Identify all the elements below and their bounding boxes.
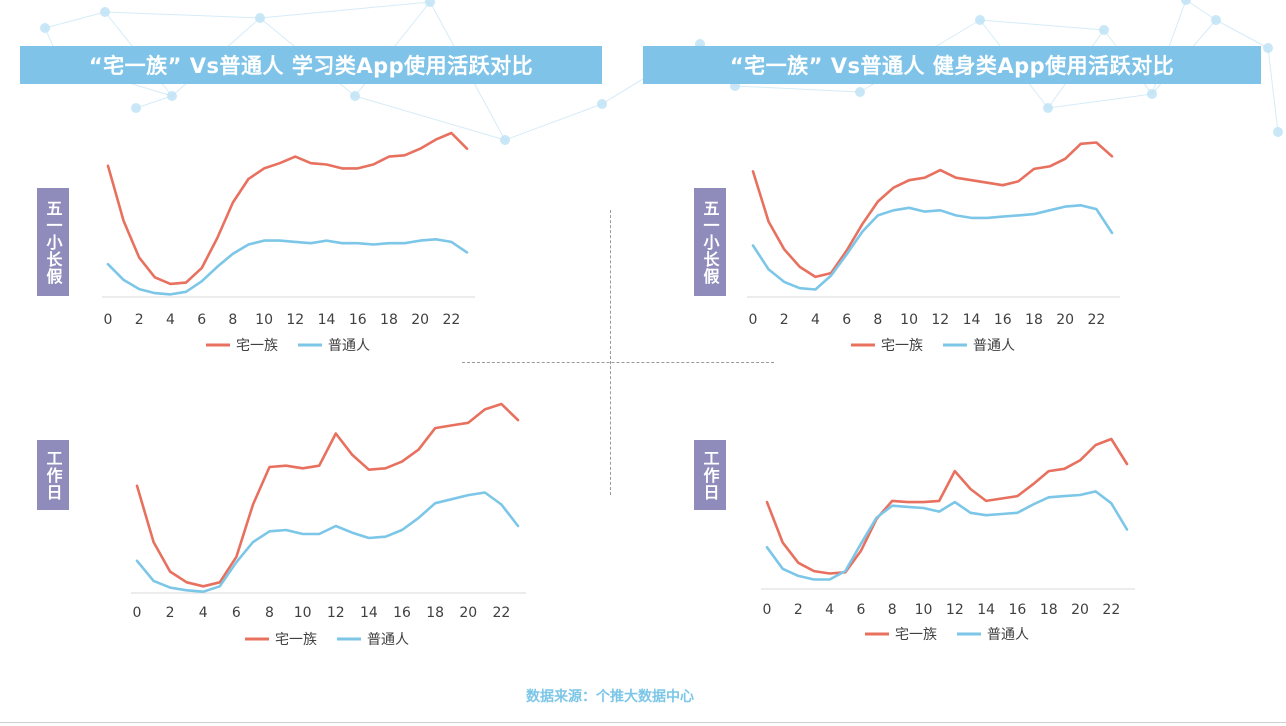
x-tick-label: 6 [856,602,865,618]
x-tick-label: 6 [842,312,851,328]
series-line-zhai [751,141,1114,279]
series-line-normal [765,490,1129,581]
series-line-zhai [135,402,520,588]
x-tick-label: 8 [265,605,274,621]
label-workday-right: 工作日 [694,440,726,510]
bottom-rule [0,722,1286,723]
label-holiday-left: 五一小长假 [37,188,69,296]
x-tick-label: 14 [360,605,378,621]
title-fitness-comparison: “宅一族” Vs普通人 健身类App使用活跃对比 [643,46,1261,84]
title-study-comparison: “宅一族” Vs普通人 学习类App使用活跃对比 [20,46,602,84]
legend-label-zhai: 宅一族 [236,338,278,354]
x-tick-label: 0 [749,312,758,328]
x-tick-label: 12 [327,605,345,621]
x-tick-label: 4 [825,602,834,618]
x-tick-label: 12 [931,312,949,328]
x-tick-label: 18 [1025,312,1043,328]
legend-label-zhai: 宅一族 [275,632,317,648]
legend-label-normal: 普通人 [987,627,1029,643]
x-tick-label: 18 [1040,602,1058,618]
label-holiday-right: 五一小长假 [694,188,726,296]
x-tick-label: 6 [197,312,206,328]
x-tick-label: 22 [1087,312,1105,328]
x-tick-label: 2 [794,602,803,618]
chart-study-holiday: 0 2 4 6 8 10 12 14 16 18 20 22 宅一族 普通人 [102,131,475,354]
x-tick-label: 8 [888,602,897,618]
data-source: 数据来源：个推大数据中心 [526,689,694,705]
x-tick-label: 10 [915,602,933,618]
x-tick-label: 18 [426,605,444,621]
legend-label-normal: 普通人 [367,632,409,648]
x-tick-label: 4 [199,605,208,621]
x-tick-label: 10 [294,605,312,621]
x-tick-label: 2 [166,605,175,621]
legend-label-zhai: 宅一族 [895,627,937,643]
x-tick-label: 10 [255,312,273,328]
x-tick-label: 2 [780,312,789,328]
x-tick-label: 0 [133,605,142,621]
x-tick-label: 4 [811,312,820,328]
chart-fitness-holiday: 0 2 4 6 8 10 12 14 16 18 20 22 宅一族 普通人 [747,141,1120,354]
x-tick-label: 8 [228,312,237,328]
x-tick-label: 4 [166,312,175,328]
x-tick-label: 22 [1102,602,1120,618]
series-line-zhai [106,131,469,286]
series-line-zhai [765,437,1129,575]
x-tick-label: 12 [286,312,304,328]
x-tick-label: 18 [380,312,398,328]
x-tick-label: 16 [349,312,367,328]
series-line-normal [135,491,520,593]
divider-horizontal [462,362,774,363]
x-tick-label: 16 [393,605,411,621]
x-tick-label: 0 [104,312,113,328]
series-line-normal [751,204,1114,291]
divider-vertical [610,210,611,495]
x-tick-label: 16 [1009,602,1027,618]
x-tick-label: 20 [1056,312,1074,328]
legend-label-zhai: 宅一族 [881,338,923,354]
legend-label-normal: 普通人 [328,338,370,354]
label-workday-left: 工作日 [37,440,69,510]
x-tick-label: 8 [873,312,882,328]
x-tick-label: 12 [946,602,964,618]
chart-fitness-workday: 0 2 4 6 8 10 12 14 16 18 20 22 宅一族 普通人 [761,437,1135,643]
x-tick-label: 10 [900,312,918,328]
x-tick-label: 0 [763,602,772,618]
x-tick-label: 6 [232,605,241,621]
x-tick-label: 16 [994,312,1012,328]
x-tick-label: 14 [963,312,981,328]
x-tick-label: 22 [442,312,460,328]
x-tick-label: 20 [1071,602,1089,618]
x-tick-label: 22 [493,605,511,621]
x-tick-label: 2 [135,312,144,328]
series-line-normal [106,238,469,296]
x-tick-label: 20 [411,312,429,328]
legend-label-normal: 普通人 [973,338,1015,354]
x-tick-label: 14 [318,312,336,328]
x-tick-label: 20 [459,605,477,621]
chart-study-workday: 0 2 4 6 8 10 12 14 16 18 20 22 宅一族 普通人 [131,402,526,648]
x-tick-label: 14 [977,602,995,618]
